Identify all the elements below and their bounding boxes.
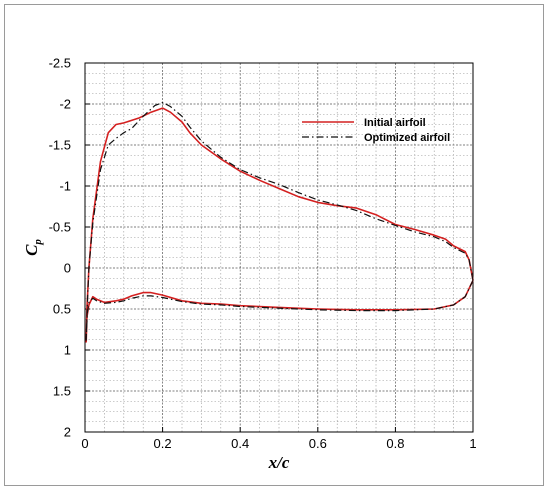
x-tick-label: 0	[81, 436, 88, 451]
y-tick-label: 0	[64, 261, 71, 276]
series-line-initial	[85, 107, 474, 343]
legend: Initial airfoil Optimized airfoil	[302, 117, 450, 144]
plot-border	[84, 62, 474, 433]
x-tick-label: 0.4	[231, 436, 249, 451]
tick-layer: 0 0.2 0.4 0.6 0.8 1 -2.5 -2 -1.5 -1 -0.5 0 0.5 1 1.5 2	[49, 56, 477, 452]
x-axis-label: x/c	[268, 453, 290, 472]
figure-frame	[4, 4, 544, 486]
x-tick-label: 1	[469, 436, 476, 451]
y-tick-label: 0.5	[53, 302, 71, 317]
legend-label: Optimized airfoil	[364, 132, 450, 144]
y-tick-label: -2.5	[49, 56, 71, 71]
y-tick-label: -0.5	[49, 220, 71, 235]
y-tick-label: 1.5	[53, 384, 71, 399]
x-tick-label: 0.6	[309, 436, 327, 451]
y-tick-label: -2	[59, 97, 71, 112]
y-tick-label: 2	[64, 425, 71, 440]
y-tick-label: -1	[59, 179, 71, 194]
x-tick-label: 0.8	[386, 436, 404, 451]
y-tick-label: -1.5	[49, 138, 71, 153]
y-axis-label-main: C	[22, 244, 41, 256]
series-layer	[85, 101, 474, 343]
legend-label: Initial airfoil	[364, 117, 426, 129]
y-axis-label: Cp	[22, 239, 44, 256]
y-axis-label-sub: p	[32, 239, 44, 246]
series-line-optimized	[85, 101, 474, 341]
y-tick-label: 1	[64, 343, 71, 358]
x-tick-label: 0.2	[154, 436, 172, 451]
